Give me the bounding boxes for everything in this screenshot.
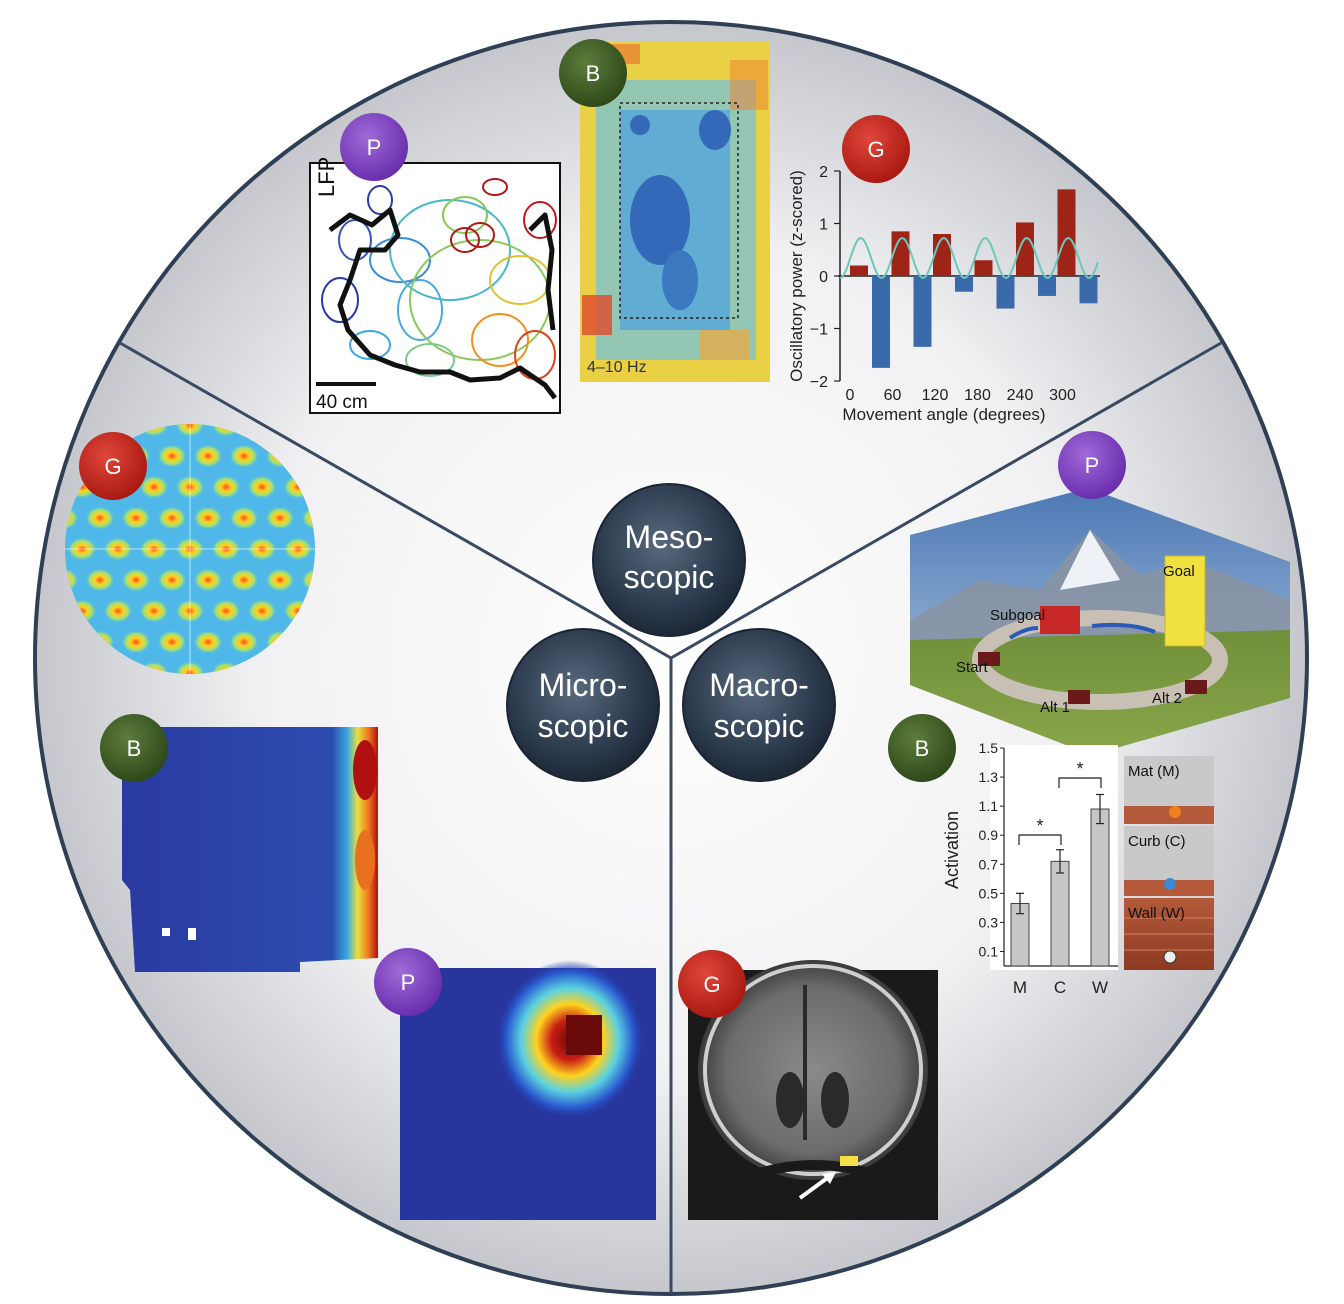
act-ytick-6: 0.3 bbox=[979, 914, 999, 930]
badge-p-top: P bbox=[340, 113, 408, 181]
hub-meso-line1: Meso- bbox=[625, 519, 714, 555]
svg-text:P: P bbox=[401, 970, 416, 995]
badge-g-left: G bbox=[79, 432, 147, 500]
osc-bar-s0-4 bbox=[1016, 222, 1034, 276]
osc-bar-s1-1 bbox=[913, 276, 932, 347]
hub-macro-line1: Macro- bbox=[709, 667, 809, 703]
act-ytick-2: 1.1 bbox=[979, 798, 999, 814]
osc-bar-s1-5 bbox=[1079, 276, 1098, 304]
osc-ytick-0: 2 bbox=[819, 164, 828, 181]
osc-x-label: Movement angle (degrees) bbox=[842, 405, 1045, 424]
act-ytick-1: 1.3 bbox=[979, 769, 999, 785]
osc-bar-s1-0 bbox=[872, 276, 890, 368]
lfp-label: LFP bbox=[314, 157, 339, 197]
act-ytick-0: 1.5 bbox=[979, 740, 999, 756]
act-ytick-5: 0.5 bbox=[979, 885, 999, 901]
svg-text:P: P bbox=[1085, 453, 1100, 478]
badge-g-top: G bbox=[842, 115, 910, 183]
sig-star-2: * bbox=[1076, 759, 1083, 779]
svg-text:G: G bbox=[703, 972, 720, 997]
landscape-subgoal: Subgoal bbox=[990, 607, 1045, 624]
osc-bar-s1-3 bbox=[996, 276, 1015, 309]
svg-text:G: G bbox=[867, 137, 884, 162]
scene-curb: Curb (C) bbox=[1124, 826, 1214, 896]
divider-left bbox=[119, 341, 672, 660]
divider-right bbox=[670, 341, 1222, 660]
svg-text:B: B bbox=[586, 61, 601, 86]
hub-macro-line2: scopic bbox=[714, 708, 805, 744]
badge-b-top: B bbox=[559, 39, 627, 107]
osc-xtick-3: 180 bbox=[964, 387, 991, 404]
scene-label-curb: Curb (C) bbox=[1128, 833, 1186, 850]
badge-b-left: B bbox=[100, 714, 168, 782]
hub-micro-line2: scopic bbox=[538, 708, 629, 744]
svg-text:P: P bbox=[367, 135, 382, 160]
svg-text:B: B bbox=[127, 736, 142, 761]
badge-p-bottom: P bbox=[374, 948, 442, 1016]
osc-ytick-1: 1 bbox=[819, 217, 828, 234]
osc-bar-s1-2 bbox=[955, 276, 973, 292]
act-ytick-3: 0.9 bbox=[979, 827, 999, 843]
osc-bar-s0-1 bbox=[891, 231, 910, 276]
osc-xtick-2: 120 bbox=[922, 387, 949, 404]
act-ytick-4: 0.7 bbox=[979, 856, 999, 872]
scene-label-mat: Mat (M) bbox=[1128, 763, 1180, 780]
act-y-label: Activation bbox=[942, 811, 962, 889]
sig-star-1: * bbox=[1036, 816, 1043, 836]
act-ytick-7: 0.1 bbox=[979, 943, 999, 959]
oscillation-chart: 2 1 0 −1 −2 0 60 120 180 240 300 Oscillatory powe… bbox=[787, 164, 1100, 424]
osc-sine-wave bbox=[839, 236, 1099, 280]
osc-xtick-0: 0 bbox=[846, 387, 855, 404]
badge-g-bottom: G bbox=[678, 950, 746, 1018]
osc-xtick-1: 60 bbox=[884, 387, 902, 404]
osc-bar-s0-0 bbox=[850, 265, 868, 276]
scene-wall: Wall (W) bbox=[1124, 898, 1214, 970]
landscape-start: Start bbox=[956, 659, 989, 676]
hub-macro: Macro- scopic bbox=[682, 628, 836, 782]
act-bar-2 bbox=[1090, 808, 1110, 967]
landscape-panel: Goal Subgoal Start Alt 1 Alt 2 bbox=[910, 488, 1290, 755]
lfp-trajectory-panel: LFP 40 cm bbox=[309, 157, 561, 414]
osc-bar-s0-5 bbox=[1057, 189, 1076, 276]
badge-b-right: B bbox=[888, 714, 956, 782]
osc-ytick-3: −1 bbox=[810, 322, 828, 339]
spectrogram-panel: 4–10 Hz bbox=[580, 42, 770, 382]
scale-bar-label: 40 cm bbox=[316, 392, 368, 413]
osc-bar-s0-3 bbox=[974, 260, 993, 276]
scene-mat: Mat (M) bbox=[1124, 756, 1214, 824]
landscape-goal: Goal bbox=[1163, 563, 1195, 580]
sig-bracket-1 bbox=[1018, 834, 1062, 845]
osc-ytick-2: 0 bbox=[819, 269, 828, 286]
landscape-alt2: Alt 2 bbox=[1152, 690, 1182, 707]
svg-text:G: G bbox=[104, 454, 121, 479]
osc-bar-s0-2 bbox=[933, 234, 951, 276]
hub-micro: Micro- scopic bbox=[506, 628, 660, 782]
act-bar-1 bbox=[1050, 860, 1070, 967]
hub-meso-line2: scopic bbox=[624, 559, 715, 595]
act-xtick-0: M bbox=[1013, 978, 1027, 997]
scene-label-wall: Wall (W) bbox=[1128, 905, 1185, 922]
osc-xtick-4: 240 bbox=[1007, 387, 1034, 404]
osc-xtick-5: 300 bbox=[1049, 387, 1076, 404]
hub-meso: Meso- scopic bbox=[592, 483, 746, 637]
landscape-alt1: Alt 1 bbox=[1040, 699, 1070, 716]
svg-text:B: B bbox=[915, 736, 930, 761]
osc-bar-s1-4 bbox=[1038, 276, 1056, 296]
act-xtick-1: C bbox=[1054, 978, 1066, 997]
border-cell-panel bbox=[122, 727, 378, 972]
act-xtick-2: W bbox=[1092, 978, 1108, 997]
sig-bracket-2 bbox=[1058, 777, 1102, 788]
place-cell-panel bbox=[400, 960, 656, 1220]
osc-ytick-4: −2 bbox=[810, 374, 828, 391]
osc-y-label: Oscillatory power (z-scored) bbox=[787, 170, 806, 382]
activation-chart: 1.5 1.3 1.1 0.9 0.7 0.5 0.3 0.1 M C W * * Activat… bbox=[942, 740, 1214, 997]
band-label: 4–10 Hz bbox=[587, 359, 647, 376]
badge-p-right: P bbox=[1058, 431, 1126, 499]
hub-micro-line1: Micro- bbox=[539, 667, 628, 703]
